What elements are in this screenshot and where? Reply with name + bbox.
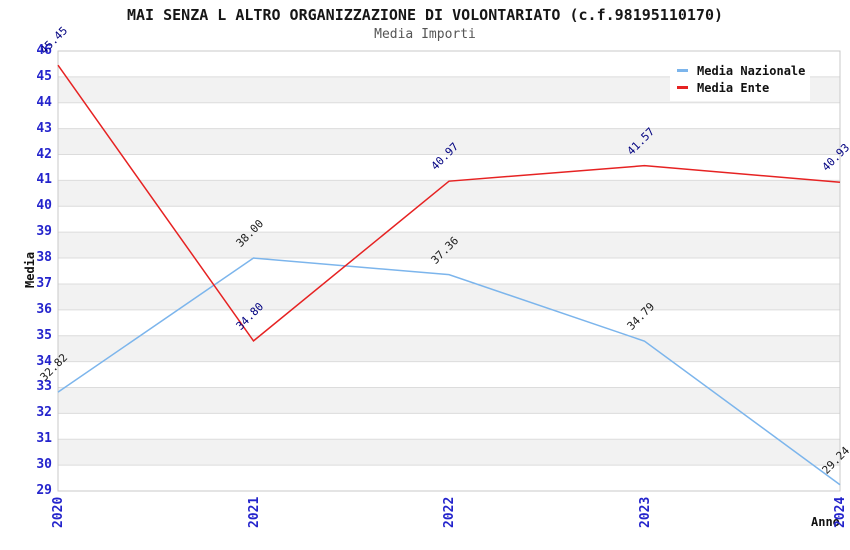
y-tick-label: 42 [36,146,52,162]
x-axis-title: Anno [811,515,840,529]
y-tick-label: 38 [36,250,52,266]
legend-label-media-ente: Media Ente [697,80,770,95]
y-tick-label: 39 [36,224,52,240]
y-tick-label: 45 [36,68,52,84]
chart-title: MAI SENZA L ALTRO ORGANIZZAZIONE DI VOLO… [126,6,724,24]
x-tick-label: 2023 [637,496,653,528]
y-tick-label: 40 [36,198,52,214]
y-tick-label: 41 [36,172,52,188]
y-tick-label: 32 [36,405,52,421]
y-tick-label: 44 [36,94,52,110]
legend-swatch-media-nazionale [677,69,688,72]
legend-label-media-nazionale: Media Nazionale [697,63,806,78]
legend-item-media-nazionale: Media Nazionale [677,62,810,79]
plot-band [58,387,840,414]
x-tick-label: 2022 [442,496,457,528]
plot-band [58,180,840,207]
y-tick-label: 46 [36,43,52,58]
x-tick-label: 2021 [246,496,262,528]
x-tick-label: 2024 [833,496,848,528]
y-tick-label: 30 [36,457,52,473]
y-tick-label: 43 [36,120,52,136]
y-tick-label: 31 [36,431,52,447]
plot-band [58,335,840,362]
chart-subtitle: Media Importi [374,27,476,42]
plot-band [58,232,840,259]
plot-border [57,50,841,492]
y-tick-label: 36 [36,301,52,317]
series-line-1 [57,64,841,342]
legend: Media Nazionale Media Ente [670,57,810,101]
y-tick-label: 34 [36,353,52,369]
y-tick-label: 35 [36,327,52,343]
y-tick-label: 37 [36,275,52,291]
y-tick-label: 33 [36,379,52,395]
legend-swatch-media-ente [677,86,688,89]
x-tick-label: 2020 [51,496,66,528]
plot-band [58,439,840,466]
series-line-0 [57,257,841,486]
plot-band [58,128,840,155]
y-tick-label: 29 [36,483,52,498]
plot-band [58,283,840,310]
legend-item-media-ente: Media Ente [677,79,810,96]
